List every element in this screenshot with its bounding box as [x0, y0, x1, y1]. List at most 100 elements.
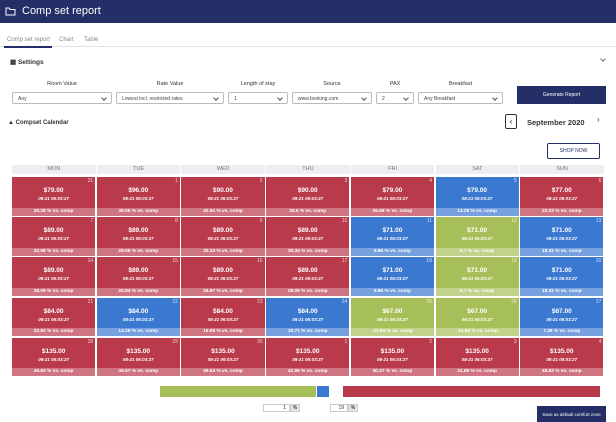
- day-cell[interactable]: 1 $135.00 08-21 06:03:27 42.96 % vs. comp: [266, 337, 350, 377]
- day-cell[interactable]: 12 $71.00 08-21 06:03:27 0.7 % vs. comp: [435, 217, 519, 256]
- price: $79.00: [382, 187, 403, 194]
- day-number: 3: [513, 338, 517, 345]
- low-input[interactable]: 1: [263, 404, 290, 412]
- price: $84.00: [213, 307, 233, 315]
- comfort-high-bar: [343, 386, 600, 397]
- day-cell[interactable]: 17 $89.00 08-21 06:03:27 28.09 % vs. comp: [266, 257, 350, 296]
- timestamp: 08-21 06:03:27: [38, 276, 69, 282]
- comp-diff: 30.34 % vs. comp: [266, 247, 350, 256]
- day-cell[interactable]: 4 $135.00 08-21 06:03:27 48.52 % vs. comp: [520, 337, 604, 377]
- filter-select[interactable]: 1: [228, 92, 288, 104]
- price: $89.00: [43, 267, 64, 275]
- price: $84.00: [297, 307, 318, 315]
- comfort-zone-bar[interactable]: [317, 386, 329, 397]
- day-cell[interactable]: 8 $89.00 08-21 06:03:27 29.09 % vs. comp: [96, 217, 180, 256]
- day-cell[interactable]: 21 $84.00 08-21 06:03:27 22.62 % vs. comp: [12, 297, 96, 337]
- price: $135.00: [295, 347, 320, 355]
- price: $89.00: [297, 267, 318, 275]
- filter-select[interactable]: Lowest incl. restricted rates: [116, 92, 224, 104]
- day-cell[interactable]: 22 $84.00 08-21 06:03:27 14.29 % vs. comp: [96, 297, 180, 337]
- comp-diff: 18.31 % vs. comp: [520, 287, 604, 296]
- price: $79.00: [467, 187, 488, 194]
- price: $90.00: [297, 187, 318, 194]
- day-cell[interactable]: 29 $135.00 08-21 06:03:27 46.67 % vs. comp: [96, 337, 180, 377]
- timestamp: 08-21 06:03:27: [207, 316, 239, 322]
- settings-title: ▦ Settings: [10, 59, 44, 66]
- shop-now-button[interactable]: SHOP NOW: [547, 143, 600, 159]
- day-cell[interactable]: 13 $71.00 08-21 06:03:27 18.31 % vs. comp: [520, 217, 604, 256]
- timestamp: 08-21 06:03:27: [377, 236, 408, 242]
- low-unit: %: [290, 404, 300, 412]
- day-cell[interactable]: 2 $90.00 08-21 06:03:27 40.91 % vs. comp: [181, 177, 265, 216]
- comp-diff: 39.5 % vs. comp: [266, 207, 350, 216]
- filter-select[interactable]: 2: [376, 92, 414, 104]
- price: $89.00: [43, 227, 64, 235]
- day-cell[interactable]: 19 $71.00 08-21 06:03:27 0.7 % vs. comp: [435, 257, 519, 296]
- price: $71.00: [467, 267, 488, 275]
- day-cell[interactable]: 28 $135.00 08-21 06:03:27 49.63 % vs. comp: [12, 337, 96, 377]
- day-number: 9: [259, 218, 263, 225]
- weekday-label: SAT: [435, 165, 520, 174]
- day-cell[interactable]: 4 $79.00 08-21 06:03:27 26.58 % vs. comp: [350, 177, 434, 216]
- day-cell[interactable]: 26 $67.00 08-21 06:03:27 -14.93 % vs. comp: [435, 297, 519, 337]
- day-cell[interactable]: 27 $67.00 08-21 06:03:27 7.46 % vs. comp: [520, 297, 604, 337]
- day-cell[interactable]: 6 $77.00 08-21 06:03:27 20.22 % vs. comp: [520, 177, 604, 216]
- day-cell[interactable]: 3 $90.00 08-21 06:03:27 39.5 % vs. comp: [266, 177, 350, 216]
- high-input[interactable]: 19: [330, 404, 348, 412]
- day-number: 27: [595, 298, 602, 305]
- filter-select[interactable]: Any: [12, 92, 112, 104]
- day-cell[interactable]: 25 $67.00 08-21 06:03:27 -11.94 % vs. comp: [350, 297, 434, 337]
- timestamp: 08-21 06:03:27: [207, 356, 239, 362]
- weekday-label: TUE: [96, 165, 181, 174]
- day-number: 13: [595, 218, 602, 225]
- day-cell[interactable]: 9 $89.00 08-21 06:03:27 30.34 % vs. comp: [181, 217, 265, 256]
- day-cell[interactable]: 24 $84.00 08-21 06:03:27 10.71 % vs. comp: [266, 297, 350, 337]
- day-number: 1: [344, 338, 348, 345]
- day-cell[interactable]: 5 $79.00 08-21 06:03:27 13.29 % vs. comp: [435, 177, 519, 216]
- collapse-icon[interactable]: [600, 56, 606, 62]
- calendar-title: ▲ Compset Calendar: [8, 120, 69, 126]
- day-cell[interactable]: 2 $135.00 08-21 06:03:27 40.37 % vs. comp: [350, 337, 434, 377]
- day-number: 5: [513, 178, 517, 184]
- calendar-title-text: Compset Calendar: [15, 120, 69, 126]
- filter-select[interactable]: www.booking.com: [292, 92, 372, 104]
- high-unit: %: [348, 404, 358, 412]
- day-number: 1: [175, 178, 178, 184]
- day-cell[interactable]: 31 $79.00 08-21 06:03:27 20.28 % vs. comp: [12, 177, 96, 216]
- tab[interactable]: Comp set report: [7, 37, 51, 43]
- day-cell[interactable]: 7 $89.00 08-21 06:03:27 32.58 % vs. comp: [12, 217, 96, 256]
- save-comfort-button[interactable]: Save as default comfort zone: [537, 406, 606, 422]
- generate-button[interactable]: Generate Report: [517, 86, 606, 104]
- comp-diff: 0.7 % vs. comp: [435, 247, 519, 256]
- comp-diff: -11.94 % vs. comp: [350, 328, 434, 337]
- comp-diff: -14.93 % vs. comp: [435, 328, 519, 337]
- price: $135.00: [550, 347, 574, 355]
- day-cell[interactable]: 30 $135.00 08-21 06:03:27 49.63 % vs. comp: [181, 337, 265, 377]
- day-cell[interactable]: 10 $89.00 08-21 06:03:27 30.34 % vs. comp: [266, 217, 350, 256]
- day-number: 2: [259, 178, 263, 184]
- day-cell[interactable]: 15 $89.00 08-21 06:03:27 25.84 % vs. comp: [96, 257, 180, 296]
- tab[interactable]: Chart: [59, 37, 74, 43]
- settings-title-text: Settings: [17, 59, 44, 66]
- price: $71.00: [551, 227, 572, 235]
- price: $71.00: [467, 227, 488, 235]
- timestamp: 08-21 06:03:27: [546, 356, 578, 362]
- day-cell[interactable]: 23 $84.00 08-21 06:03:27 19.05 % vs. comp: [181, 297, 265, 337]
- day-cell[interactable]: 3 $135.00 08-21 06:03:27 31.85 % vs. comp: [435, 337, 519, 377]
- day-cell[interactable]: 14 $89.00 08-21 06:03:27 28.09 % vs. comp: [12, 257, 96, 296]
- comp-diff: 46.67 % vs. comp: [96, 368, 180, 377]
- comp-diff: 22.62 % vs. comp: [12, 328, 96, 337]
- day-cell[interactable]: 16 $89.00 08-21 06:03:27 26.97 % vs. comp: [181, 257, 265, 296]
- day-cell[interactable]: 20 $71.00 08-21 06:03:27 18.31 % vs. comp: [520, 257, 604, 296]
- comp-diff: 26.97 % vs. comp: [181, 287, 265, 296]
- day-cell[interactable]: 18 $71.00 08-21 06:03:27 9.86 % vs. comp: [350, 257, 434, 296]
- day-cell[interactable]: 1 $96.00 08-21 06:03:27 39.06 % vs. comp: [96, 177, 180, 216]
- comp-diff: 10.71 % vs. comp: [266, 328, 350, 337]
- filter-select[interactable]: Any Breakfast: [418, 92, 503, 104]
- day-cell[interactable]: 11 $71.00 08-21 06:03:27 9.86 % vs. comp: [350, 217, 434, 256]
- price: $84.00: [43, 307, 64, 315]
- next-month[interactable]: ›: [597, 115, 600, 124]
- comp-diff: 31.85 % vs. comp: [435, 368, 519, 377]
- prev-month[interactable]: ‹: [505, 114, 517, 129]
- tab[interactable]: Table: [84, 37, 99, 43]
